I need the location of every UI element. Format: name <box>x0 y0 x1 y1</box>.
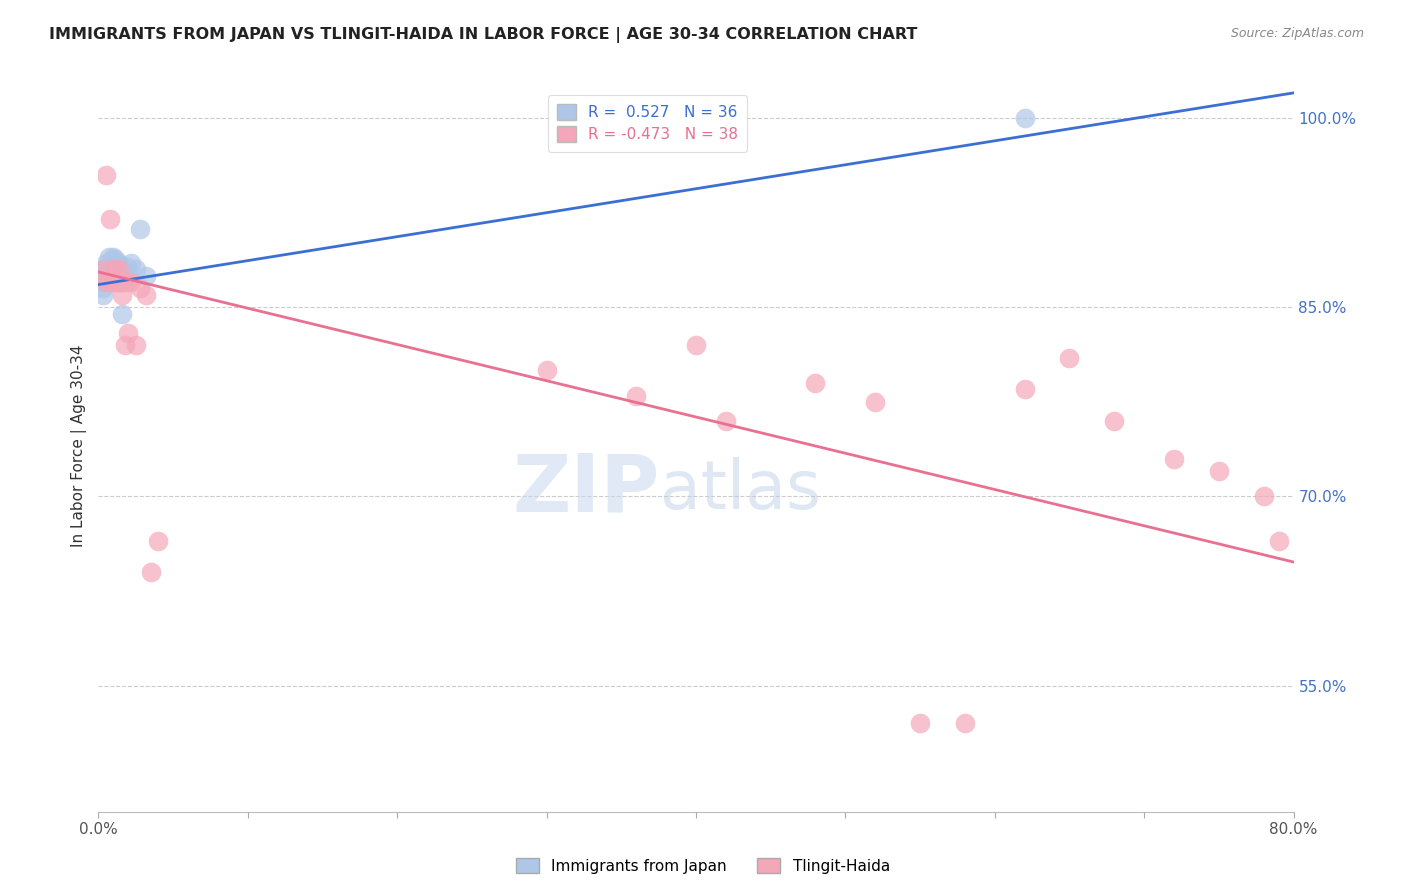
Point <box>139 565 162 579</box>
Point <box>91 287 114 301</box>
Point <box>953 716 976 731</box>
Text: Source: ZipAtlas.com: Source: ZipAtlas.com <box>1230 27 1364 40</box>
Point <box>104 275 127 289</box>
Point <box>125 262 148 277</box>
Point <box>105 256 128 270</box>
Point <box>103 262 125 277</box>
Point <box>97 260 120 274</box>
Point <box>1014 382 1036 396</box>
Point <box>148 533 170 548</box>
Point <box>94 275 117 289</box>
Point <box>1014 111 1036 125</box>
Point <box>117 326 139 340</box>
Point <box>101 262 124 277</box>
Point <box>103 250 125 264</box>
Point <box>111 275 134 289</box>
Point <box>96 268 118 283</box>
Point <box>626 388 648 402</box>
Point <box>105 265 128 279</box>
Point <box>120 256 142 270</box>
Point <box>103 260 125 274</box>
Point <box>111 307 134 321</box>
Point <box>114 338 136 352</box>
Point <box>108 262 131 277</box>
Point <box>91 275 114 289</box>
Point <box>91 262 114 277</box>
Point <box>1267 533 1289 548</box>
Point <box>129 222 152 236</box>
Point <box>98 256 122 270</box>
Point <box>120 275 142 289</box>
Point <box>98 212 122 227</box>
Point <box>93 268 115 283</box>
Point <box>135 268 157 283</box>
Point <box>107 268 129 283</box>
Point <box>1104 414 1126 428</box>
Point <box>1163 451 1185 466</box>
Point <box>1059 351 1081 365</box>
Legend: R =  0.527   N = 36, R = -0.473   N = 38: R = 0.527 N = 36, R = -0.473 N = 38 <box>548 95 747 152</box>
Text: ZIP: ZIP <box>513 450 661 529</box>
Text: atlas: atlas <box>661 457 821 523</box>
Point <box>104 262 127 277</box>
Point <box>117 265 139 279</box>
Text: IMMIGRANTS FROM JAPAN VS TLINGIT-HAIDA IN LABOR FORCE | AGE 30-34 CORRELATION CH: IMMIGRANTS FROM JAPAN VS TLINGIT-HAIDA I… <box>49 27 918 43</box>
Point <box>685 338 707 352</box>
Point <box>97 275 120 289</box>
Point <box>110 275 132 289</box>
Point <box>94 256 117 270</box>
Point <box>115 275 138 289</box>
Point <box>98 268 122 283</box>
Point <box>101 275 124 289</box>
Point <box>135 287 157 301</box>
Point <box>96 262 118 277</box>
Point <box>108 256 131 270</box>
Point <box>111 262 134 277</box>
Point <box>908 716 931 731</box>
Point <box>101 268 124 283</box>
Point <box>804 376 827 390</box>
Point <box>110 262 132 277</box>
Point <box>536 363 558 377</box>
Point <box>1253 490 1275 504</box>
Point <box>104 252 127 267</box>
Point <box>91 281 114 295</box>
Point <box>115 260 138 274</box>
Point <box>97 250 120 264</box>
Point <box>91 262 114 277</box>
Point <box>1208 464 1230 478</box>
Point <box>91 268 114 283</box>
Point <box>103 268 125 283</box>
Point <box>865 395 887 409</box>
Point <box>107 275 129 289</box>
Legend: Immigrants from Japan, Tlingit-Haida: Immigrants from Japan, Tlingit-Haida <box>510 852 896 880</box>
Point <box>125 338 148 352</box>
Point <box>94 262 117 277</box>
Point <box>105 262 128 277</box>
Point <box>114 268 136 283</box>
Point <box>111 287 134 301</box>
Point <box>94 168 117 182</box>
Point <box>129 281 152 295</box>
Point <box>714 414 737 428</box>
Y-axis label: In Labor Force | Age 30-34: In Labor Force | Age 30-34 <box>72 344 87 548</box>
